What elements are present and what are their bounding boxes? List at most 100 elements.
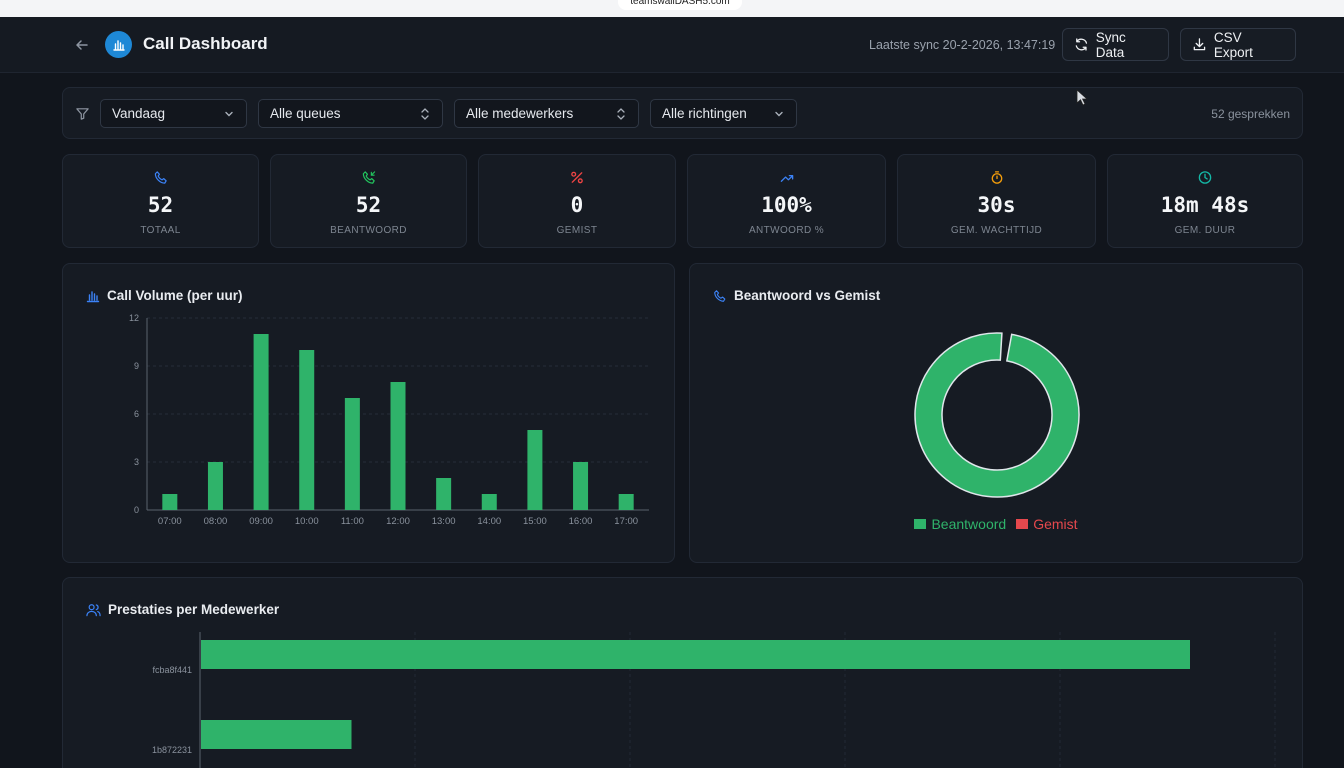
arrow-left-icon[interactable]	[74, 37, 90, 53]
answered-vs-missed-panel: Beantwoord vs Gemist Beantwoord Gemist	[689, 263, 1303, 563]
chart-legend: Beantwoord Gemist	[690, 516, 1302, 532]
legend-label-missed: Gemist	[1033, 516, 1078, 532]
x-tick-label: 10:00	[295, 516, 319, 527]
legend-item-missed[interactable]: Gemist	[1016, 516, 1078, 532]
app-header: Call Dashboard Laatste sync 20-2-2026, 1…	[0, 17, 1344, 73]
kpi-card-total: 52 Totaal	[62, 154, 259, 248]
volume-bar	[573, 462, 589, 510]
x-tick-label: 16:00	[569, 516, 593, 527]
sync-data-label: Sync Data	[1095, 29, 1126, 60]
volume-bar	[481, 494, 497, 510]
volume-bar	[344, 398, 360, 510]
legend-swatch-answered	[914, 519, 927, 529]
x-tick-label: 09:00	[249, 516, 273, 527]
x-tick-label: 14:00	[477, 516, 501, 527]
chevron-updown-icon	[421, 107, 429, 120]
direction-select[interactable]: Alle richtingen	[650, 99, 797, 128]
kpi-card-missed: 0 Gemist	[478, 154, 676, 248]
agent-label: fcba8f441	[152, 665, 192, 675]
agent-label: 1b872231	[152, 745, 192, 755]
kpi-card-answer-rate: 100% Antwoord %	[687, 154, 886, 248]
kpi-value: 52	[355, 193, 382, 217]
kpi-card-duration: 18m 48s Gem. duur	[1107, 154, 1303, 248]
legend-swatch-missed	[1016, 519, 1029, 529]
call-volume-title-text: Call Volume (per uur)	[107, 288, 243, 303]
phone-icon	[714, 289, 726, 302]
agents-title: Prestaties per Medewerker	[86, 602, 279, 617]
kpi-value: 100%	[761, 193, 812, 217]
browser-top-strip: teamswallDASH5.com	[0, 0, 1344, 17]
x-tick-label: 15:00	[523, 516, 547, 527]
volume-bar	[390, 382, 406, 510]
legend-item-answered[interactable]: Beantwoord	[914, 516, 1006, 532]
chevron-down-icon	[775, 111, 783, 116]
x-tick-label: 12:00	[386, 516, 410, 527]
phone-incoming-icon	[362, 171, 375, 184]
bar-chart-icon	[86, 290, 100, 302]
x-tick-label: 17:00	[614, 516, 638, 527]
url-label: teamswallDASH5.com	[618, 0, 742, 10]
x-tick-label: 08:00	[204, 516, 228, 527]
ratio-title-text: Beantwoord vs Gemist	[734, 288, 881, 303]
csv-export-label: CSV Export	[1213, 29, 1253, 60]
sync-data-button[interactable]: Sync Data	[1062, 28, 1169, 61]
agent-bar	[201, 640, 1190, 669]
agent-performance-chart: fcba8f441 1b872231	[152, 632, 1276, 768]
volume-bar	[299, 350, 315, 510]
period-select-value: Vandaag	[112, 106, 166, 121]
percent-icon	[571, 171, 583, 184]
donut-slice	[914, 332, 1080, 498]
x-tick-label: 07:00	[158, 516, 182, 527]
kpi-value: 52	[147, 193, 174, 217]
clock-icon	[1198, 171, 1212, 184]
chevron-updown-icon	[617, 107, 625, 120]
agent-select-value: Alle medewerkers	[466, 106, 574, 121]
kpi-label: Gem. wachttijd	[950, 225, 1043, 236]
y-tick-label: 3	[134, 457, 139, 467]
mouse-cursor-icon	[1076, 89, 1089, 106]
volume-bar	[618, 494, 634, 510]
kpi-value: 0	[570, 193, 584, 217]
filter-bar: Vandaag Alle queues Alle medewerkers All…	[62, 87, 1303, 139]
call-volume-title: Call Volume (per uur)	[86, 288, 243, 303]
filter-icon	[76, 108, 89, 120]
y-tick-label: 6	[134, 409, 139, 419]
page-title: Call Dashboard	[143, 34, 268, 53]
csv-export-button[interactable]: CSV Export	[1180, 28, 1296, 61]
users-icon	[86, 603, 101, 616]
volume-bar	[527, 430, 543, 510]
last-sync-text: Laatste sync 20-2-2026, 13:47:19	[869, 38, 1056, 52]
queue-select-value: Alle queues	[270, 106, 341, 121]
kpi-label: Antwoord %	[748, 225, 825, 236]
volume-bar	[207, 462, 223, 510]
agent-select[interactable]: Alle medewerkers	[454, 99, 639, 128]
kpi-value: 18m 48s	[1160, 193, 1250, 217]
call-volume-chart: 0 3 6 9 12 07:00 08:00 09:00 10:00 11:00 12:00 13:0…	[129, 313, 649, 527]
kpi-label: Gem. duur	[1174, 225, 1236, 236]
answered-vs-missed-chart	[914, 332, 1080, 498]
legend-label-answered: Beantwoord	[931, 516, 1007, 532]
call-volume-panel: Call Volume (per uur) 0 3 6 9 12 07:00 08:00 09…	[62, 263, 675, 563]
ratio-title: Beantwoord vs Gemist	[713, 288, 880, 303]
y-tick-label: 9	[134, 361, 139, 371]
x-tick-label: 11:00	[341, 516, 364, 527]
period-select[interactable]: Vandaag	[100, 99, 247, 128]
queue-select[interactable]: Alle queues	[258, 99, 443, 128]
y-tick-label: 0	[134, 505, 139, 515]
chevron-down-icon	[225, 111, 233, 116]
download-icon	[1193, 38, 1206, 51]
kpi-card-answered: 52 Beantwoord	[270, 154, 467, 248]
bar-chart-icon	[112, 39, 125, 51]
agents-title-text: Prestaties per Medewerker	[108, 602, 280, 617]
direction-select-value: Alle richtingen	[662, 106, 747, 121]
app-logo	[105, 31, 132, 58]
volume-bar	[436, 478, 452, 510]
agent-performance-panel: Prestaties per Medewerker fcba8f441 1b872…	[62, 577, 1303, 768]
refresh-icon	[1075, 38, 1088, 51]
kpi-label: Beantwoord	[330, 225, 407, 236]
kpi-card-wait-time: 30s Gem. wachttijd	[897, 154, 1096, 248]
kpi-label: Totaal	[140, 225, 181, 236]
x-tick-label: 13:00	[432, 516, 456, 527]
call-count-text: 52 gesprekken	[1211, 107, 1290, 121]
kpi-value: 30s	[977, 193, 1016, 217]
